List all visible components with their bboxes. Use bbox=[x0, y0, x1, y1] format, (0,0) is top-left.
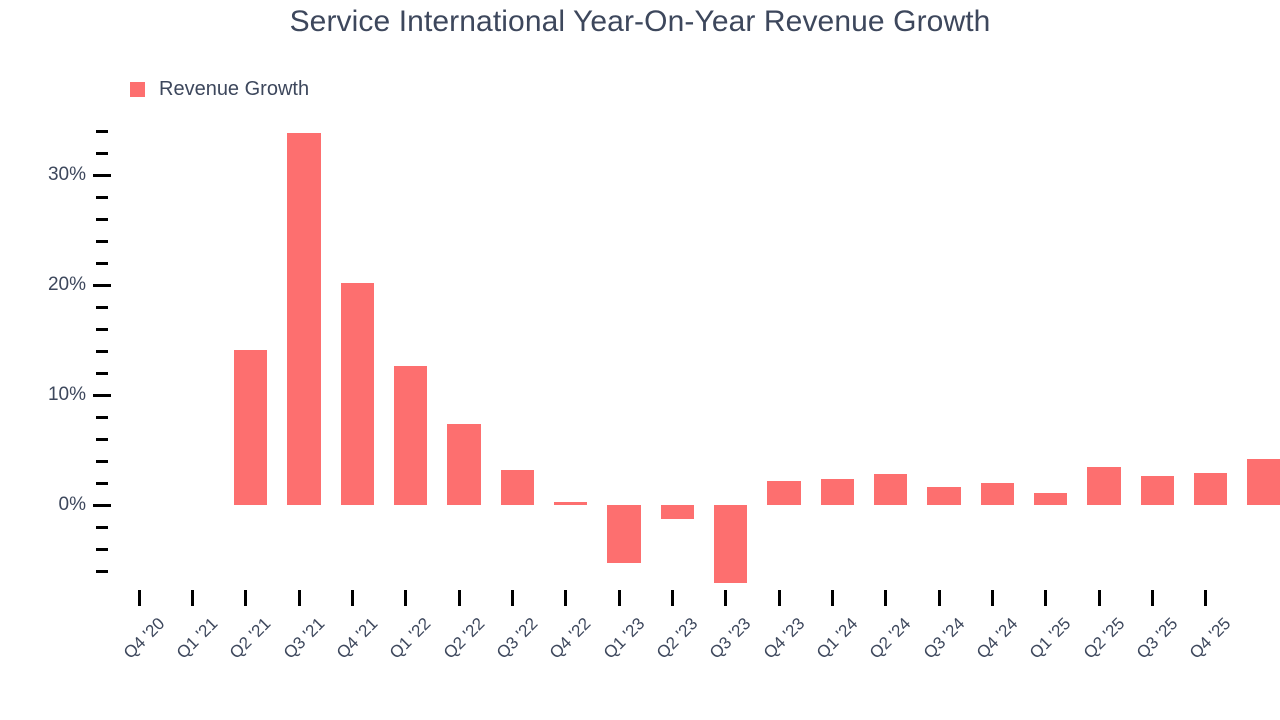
x-axis-tick bbox=[1204, 590, 1208, 606]
y-axis-major-tick bbox=[93, 284, 111, 287]
x-axis-tick bbox=[1151, 590, 1154, 606]
bar[interactable] bbox=[394, 366, 428, 505]
y-axis-minor-tick bbox=[96, 240, 108, 243]
bar[interactable] bbox=[500, 469, 534, 505]
y-axis-tick-label: 20% bbox=[47, 274, 86, 295]
bar[interactable] bbox=[1140, 476, 1174, 505]
x-axis-tick bbox=[671, 590, 674, 606]
x-axis-tick bbox=[457, 590, 461, 606]
y-axis-major-tick bbox=[93, 174, 111, 177]
legend-swatch-revenue-growth bbox=[130, 82, 145, 97]
y-axis-minor-tick bbox=[96, 328, 108, 331]
bar[interactable] bbox=[1087, 466, 1121, 505]
y-axis-minor-tick bbox=[96, 460, 108, 463]
y-axis-minor-tick bbox=[96, 196, 108, 199]
x-axis-tick bbox=[191, 590, 194, 606]
y-axis-minor-tick bbox=[96, 438, 108, 441]
bar[interactable] bbox=[1247, 458, 1280, 505]
y-axis-minor-tick bbox=[96, 306, 108, 309]
x-axis-tick bbox=[937, 590, 941, 606]
y-axis-minor-tick bbox=[96, 130, 108, 133]
bar[interactable] bbox=[714, 505, 748, 584]
y-axis-minor-tick bbox=[96, 262, 108, 265]
x-axis-tick bbox=[724, 590, 728, 606]
x-axis-tick bbox=[564, 590, 568, 606]
bar[interactable] bbox=[1034, 492, 1068, 505]
y-axis-minor-tick bbox=[96, 218, 108, 221]
x-axis-tick bbox=[137, 590, 141, 606]
bar[interactable] bbox=[660, 505, 694, 520]
chart-title: Service International Year-On-Year Reven… bbox=[289, 5, 991, 38]
y-axis-major-tick bbox=[93, 394, 111, 397]
y-axis-tick-label: 30% bbox=[47, 164, 86, 185]
bar[interactable] bbox=[820, 478, 854, 505]
bar[interactable] bbox=[874, 474, 908, 505]
bar[interactable] bbox=[607, 505, 641, 564]
x-axis-tick bbox=[884, 590, 888, 606]
x-axis-tick bbox=[617, 590, 621, 606]
bar[interactable] bbox=[287, 133, 321, 505]
x-axis-tick bbox=[351, 590, 354, 606]
bar[interactable] bbox=[340, 282, 374, 505]
x-axis-tick bbox=[511, 590, 514, 606]
y-axis-minor-tick bbox=[96, 152, 108, 155]
legend-label-revenue-growth: Revenue Growth bbox=[159, 78, 310, 100]
bar[interactable] bbox=[927, 487, 961, 505]
y-axis-minor-tick bbox=[96, 372, 108, 375]
y-axis-minor-tick bbox=[96, 526, 108, 529]
x-axis-tick bbox=[991, 590, 994, 606]
bar[interactable] bbox=[554, 501, 588, 505]
x-axis-tick bbox=[831, 590, 834, 606]
y-axis-minor-tick bbox=[96, 482, 108, 485]
bar[interactable] bbox=[1194, 473, 1228, 505]
chart-legend: Revenue Growth bbox=[130, 78, 309, 101]
bar[interactable] bbox=[980, 483, 1014, 505]
y-axis-minor-tick bbox=[96, 548, 108, 551]
y-axis-minor-tick bbox=[96, 350, 108, 353]
y-axis-tick-label: 10% bbox=[47, 384, 86, 405]
x-axis-tick bbox=[244, 590, 248, 606]
y-axis-minor-tick bbox=[96, 570, 108, 573]
bar[interactable] bbox=[447, 423, 481, 505]
y-axis-minor-tick bbox=[96, 416, 108, 419]
x-axis-tick bbox=[1097, 590, 1101, 606]
x-axis-tick bbox=[297, 590, 301, 606]
plot-area bbox=[112, 120, 1280, 584]
y-axis-major-tick bbox=[93, 504, 111, 507]
x-axis-tick bbox=[404, 590, 408, 606]
y-axis-tick-label: 0% bbox=[58, 494, 86, 515]
y-axis: 0% 10% 20% 30% bbox=[0, 0, 112, 720]
bar[interactable] bbox=[767, 480, 801, 505]
x-axis-tick bbox=[777, 590, 781, 606]
x-axis-tick bbox=[1044, 590, 1048, 606]
bar[interactable] bbox=[234, 349, 268, 505]
